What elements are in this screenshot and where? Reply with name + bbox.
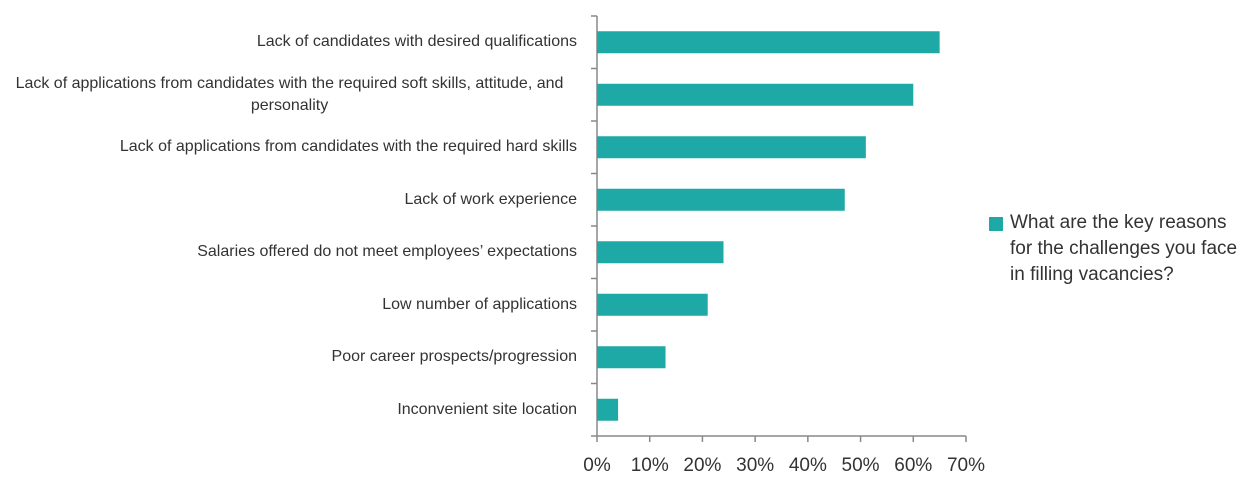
y-tick-label-box: Lack of applications from candidates wit… — [0, 136, 577, 158]
bar — [597, 83, 914, 106]
y-tick-label: Inconvenient site location — [397, 400, 577, 418]
y-tick-label-box: Low number of applications — [0, 294, 577, 316]
x-tick-label: 30% — [736, 455, 774, 476]
y-tick-label: Low number of applications — [382, 295, 577, 313]
legend-label: What are the key reasons for the challen… — [1010, 212, 1238, 285]
x-tick-label: 10% — [631, 455, 669, 476]
y-tick-label: Lack of applications from candidates wit… — [119, 138, 577, 156]
bar — [597, 188, 845, 211]
bar — [597, 31, 940, 54]
y-tick-label-box: Lack of applications from candidates wit… — [0, 73, 577, 117]
y-tick-label-box: Lack of candidates with desired qualific… — [0, 31, 577, 53]
legend-marker — [989, 217, 1003, 231]
bar — [597, 398, 619, 421]
x-tick-label: 40% — [789, 455, 827, 476]
x-tick-label: 0% — [583, 455, 611, 476]
y-tick-label: Lack of work experience — [404, 190, 577, 208]
x-tick-label: 70% — [947, 455, 985, 476]
bar — [597, 136, 866, 159]
y-tick-label: Lack of applications from candidates wit… — [15, 74, 564, 114]
y-tick-label-box: Inconvenient site location — [0, 399, 577, 421]
y-tick-label-box: Lack of work experience — [0, 189, 577, 211]
y-tick-label: Poor career prospects/progression — [331, 348, 577, 366]
y-tick-label: Lack of candidates with desired qualific… — [256, 33, 577, 51]
y-tick-label-box: Salaries offered do not meet employees’ … — [0, 241, 577, 263]
bar — [597, 346, 666, 369]
x-tick-label: 50% — [842, 455, 880, 476]
y-tick-label-box: Poor career prospects/progression — [0, 346, 577, 368]
x-tick-label: 60% — [894, 455, 932, 476]
bar — [597, 293, 708, 316]
bar — [597, 241, 724, 264]
y-tick-label: Salaries offered do not meet employees’ … — [197, 243, 577, 261]
x-tick-label: 20% — [683, 455, 721, 476]
